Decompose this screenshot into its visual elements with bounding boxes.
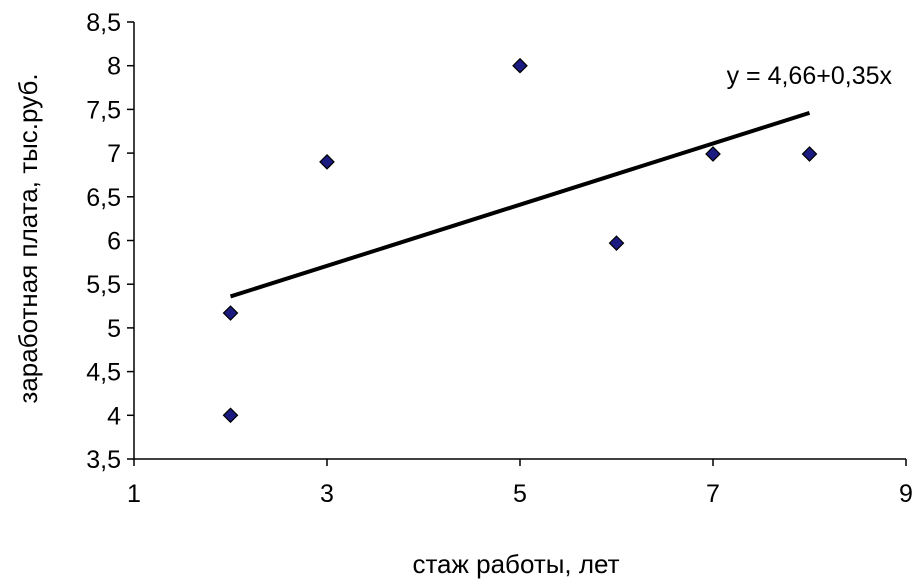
data-point: [608, 235, 625, 251]
y-tick-label: 7,5: [86, 96, 121, 124]
data-point: [222, 407, 239, 424]
x-tick-label: 3: [320, 480, 334, 508]
y-tick-label: 6: [107, 228, 121, 256]
data-point: [512, 57, 528, 74]
data-point: [705, 146, 721, 162]
data-point: [801, 146, 818, 162]
y-tick-label: 8: [107, 53, 121, 81]
trendline-group: [229, 110, 811, 299]
y-tick-label: 4,5: [86, 359, 121, 387]
data-point: [222, 305, 239, 321]
y-tick-label: 5,5: [86, 271, 121, 299]
data-points: [222, 57, 818, 424]
data-point: [319, 153, 335, 170]
y-tick-label: 5: [107, 315, 121, 343]
x-tick-label: 1: [127, 480, 141, 508]
x-axis-title: стаж работы, лет: [412, 549, 619, 579]
y-tick-label: 7: [107, 140, 121, 168]
x-tick-label: 7: [706, 480, 720, 508]
y-tick-label: 8,5: [86, 9, 121, 37]
equation-label: y = 4,66+0,35x: [727, 62, 893, 90]
trendline: [229, 110, 811, 299]
y-tick-label: 4: [107, 402, 121, 430]
x-tick-label: 5: [513, 480, 527, 508]
x-tick-label: 9: [899, 480, 913, 508]
axis-ticks: 3,5 4 4,5 5 5,5 6 6,5 7 7,5 8 8,5 1 3 5 7 9: [86, 9, 913, 508]
y-axis-title: заработная плата, тыс.руб.: [13, 73, 43, 403]
y-tick-label: 6,5: [86, 184, 121, 212]
y-tick-label: 3,5: [86, 446, 121, 474]
